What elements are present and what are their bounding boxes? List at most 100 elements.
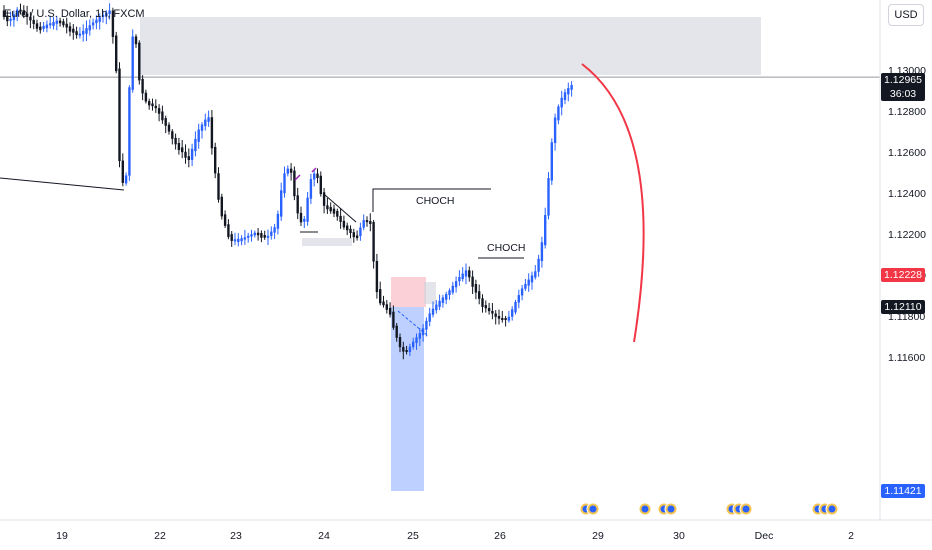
- candle-body: [501, 318, 504, 320]
- candle-body: [118, 68, 121, 162]
- candle-body: [359, 227, 362, 237]
- candle-body: [402, 346, 405, 352]
- candle-body: [398, 337, 402, 348]
- candle-body: [431, 308, 435, 315]
- candle-body: [19, 9, 22, 12]
- candle-body: [346, 225, 349, 231]
- event-flag-icon[interactable]: [638, 502, 652, 516]
- candle-body: [55, 20, 58, 24]
- economic-events[interactable]: [579, 502, 839, 516]
- candle-body: [418, 333, 421, 339]
- candle-body: [65, 23, 68, 28]
- candle-body: [161, 111, 164, 121]
- candle-body: [392, 311, 395, 328]
- candle-body: [451, 285, 454, 293]
- candle-body: [280, 190, 283, 217]
- candle-body: [570, 85, 573, 90]
- candle-body: [478, 291, 481, 299]
- time-tick-label: 23: [230, 530, 242, 542]
- candle-body: [458, 276, 461, 282]
- candle-body: [385, 304, 388, 310]
- current-price-tag: 1.12965 36:03: [881, 73, 925, 101]
- supply-zone: [140, 17, 761, 75]
- candle-body: [88, 25, 91, 31]
- candle-body: [474, 284, 478, 293]
- candle-body: [240, 238, 243, 242]
- candle-body: [25, 13, 29, 17]
- candle-body: [511, 309, 514, 317]
- time-tick-label: 24: [318, 530, 330, 542]
- candle-body: [39, 26, 42, 31]
- candle-body: [167, 124, 171, 132]
- choch-label-lower: CHOCH: [487, 242, 526, 254]
- candle-body: [336, 210, 339, 217]
- candle-body: [547, 178, 550, 216]
- candle-body: [319, 175, 322, 195]
- candle-body: [134, 36, 138, 45]
- candle-body: [379, 289, 382, 304]
- event-flag-icon[interactable]: [586, 502, 600, 516]
- time-tick-label: Dec: [755, 530, 774, 542]
- candle-body: [461, 273, 464, 280]
- candle-body: [507, 316, 511, 321]
- candle-body: [105, 12, 108, 17]
- candle-body: [306, 197, 309, 222]
- candle-body: [207, 117, 210, 122]
- candle-body: [52, 21, 55, 26]
- candle-body: [286, 168, 289, 174]
- candle-body: [263, 235, 266, 238]
- candle-body: [95, 19, 98, 24]
- candle-body: [497, 316, 501, 319]
- candle-body: [111, 10, 115, 37]
- candle-body: [395, 325, 398, 338]
- candle-body: [174, 137, 177, 145]
- candle-body: [332, 208, 336, 214]
- candle-body: [339, 215, 342, 222]
- candle-body: [62, 21, 65, 26]
- time-axis[interactable]: 19 22 23 24 25 26 29 30 Dec 2: [56, 530, 854, 542]
- event-flag-core: [641, 505, 649, 513]
- candle-body: [98, 17, 101, 22]
- candle-body: [9, 18, 12, 21]
- candle-body: [243, 237, 247, 240]
- candle-body: [177, 143, 181, 151]
- candle-body: [164, 118, 167, 126]
- currency-button[interactable]: USD: [888, 4, 924, 26]
- candle-body: [550, 142, 553, 181]
- candle-body: [194, 138, 197, 152]
- candle-body: [247, 235, 250, 238]
- candle-body: [45, 24, 49, 29]
- imbalance-zone: [302, 238, 352, 246]
- candle-body: [184, 151, 187, 158]
- candle-body: [428, 313, 431, 322]
- price-tick-label: 1.12800: [888, 106, 926, 118]
- event-flag-core: [828, 505, 836, 513]
- event-flag-icon[interactable]: [664, 502, 678, 516]
- event-flag-icon[interactable]: [825, 502, 839, 516]
- candle-body: [537, 258, 540, 272]
- candle-body: [223, 214, 227, 226]
- wedge-markers: [294, 167, 317, 181]
- event-flag-icon[interactable]: [739, 502, 753, 516]
- black-level-tag: 1.12110: [881, 300, 925, 314]
- time-tick-label: 2: [848, 530, 854, 542]
- candle-body: [171, 131, 174, 139]
- price-tick-label: 1.12600: [888, 147, 926, 159]
- candle-body: [448, 290, 451, 296]
- candle-body: [313, 173, 316, 180]
- candle-body: [128, 87, 131, 176]
- candle-body: [388, 307, 392, 315]
- candle-body: [121, 160, 124, 183]
- event-flag-core: [589, 505, 597, 513]
- candle-body: [408, 346, 412, 353]
- candle-body: [220, 196, 223, 217]
- candle-body: [260, 233, 263, 238]
- candle-body: [68, 26, 72, 32]
- candle-body: [303, 218, 306, 222]
- candle-body: [58, 20, 62, 24]
- candle-body: [289, 168, 293, 173]
- candle-body: [157, 108, 161, 114]
- candle-body: [563, 92, 567, 101]
- candle-body: [35, 23, 39, 29]
